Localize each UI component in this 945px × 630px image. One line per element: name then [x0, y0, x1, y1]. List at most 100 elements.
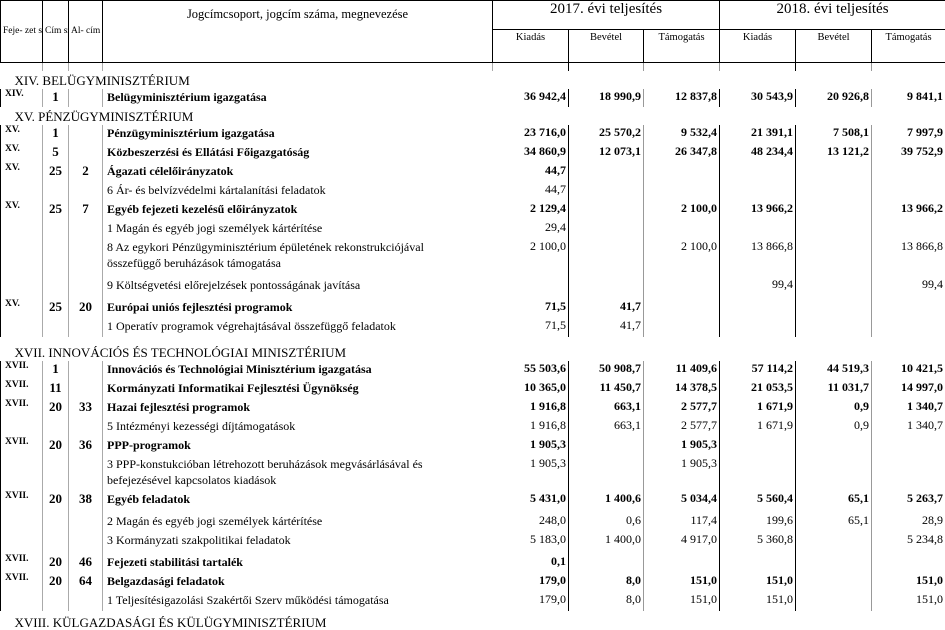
table-row: XVII. 20 64 Belgazdasági feladatok 179,0 8,0 1…	[0, 572, 945, 592]
item-name: 5 Intézményi kezességi díjtámogatások	[107, 418, 296, 433]
value-cell: 10 421,5	[871, 360, 945, 380]
table-row: XVII. 20 33 Hazai fejlesztési programok 1 91…	[0, 398, 945, 418]
cim-cell	[42, 417, 69, 437]
value-cell: 9 841,1	[871, 88, 945, 107]
value-cell: 151,0	[871, 591, 945, 611]
alcim-cell: 46	[68, 553, 103, 573]
table-row: XVII. 20 46 Fejezeti stabilitási tartalék 0,…	[0, 553, 945, 573]
value-cell: 13 966,2	[871, 200, 945, 220]
value-cell: 199,6	[719, 512, 797, 532]
value-cell	[568, 455, 644, 491]
value-cell: 36 942,4	[492, 88, 569, 107]
item-name: Egyéb feladatok	[107, 491, 191, 506]
fejezet-cell: XVII.	[0, 553, 43, 573]
header-col: Bevétel	[568, 29, 644, 63]
value-cell: 13 121,2	[795, 143, 873, 163]
value-cell	[643, 553, 721, 573]
table-row: 1 Magán és egyéb jogi személyek kártérít…	[0, 219, 945, 239]
value-cell	[871, 553, 945, 573]
value-cell	[871, 436, 945, 456]
alcim-cell	[68, 219, 103, 239]
table-row: XVII. 20 36 PPP-programok 1 905,3 1 905,3	[0, 436, 945, 456]
cim-cell: 20	[42, 398, 69, 418]
value-cell	[568, 276, 644, 299]
table-row: XV. 25 7 Egyéb fejezeti kezelésű előirányza…	[0, 200, 945, 220]
value-cell: 11 031,7	[795, 379, 873, 399]
fejezet-cell: XVII.	[0, 572, 43, 592]
header-year-2018: 2018. évi teljesítés	[719, 0, 945, 30]
value-cell: 179,0	[492, 572, 569, 592]
header-col: Támogatás	[871, 29, 945, 63]
cim-cell: 20	[42, 572, 69, 592]
item-name: 1 Teljesítésigazolási Szakértői Szerv mű…	[107, 592, 389, 607]
cim-cell: 20	[42, 490, 69, 513]
value-cell	[643, 317, 721, 337]
item-name: PPP-programok	[107, 437, 191, 452]
table-row: XVII. 11 Kormányzati Informatikai Fejleszt…	[0, 379, 945, 399]
value-cell: 29,4	[492, 219, 569, 239]
alcim-cell	[68, 143, 103, 163]
alcim-cell	[68, 455, 103, 491]
value-cell	[795, 162, 873, 182]
value-cell: 4 917,0	[643, 531, 721, 554]
value-cell: 2 129,4	[492, 200, 569, 220]
cim-cell	[42, 591, 69, 611]
item-name: Kormányzati Informatikai Fejlesztési Ügy…	[107, 380, 359, 395]
alcim-cell	[68, 317, 103, 337]
table-row: 1 Teljesítésigazolási Szakértői Szerv mű…	[0, 591, 945, 611]
value-cell: 151,0	[719, 591, 797, 611]
table-row: XVII. 20 38 Egyéb feladatok 5 431,0 1 400,6 5 …	[0, 490, 945, 513]
item-name: 3 PPP-konstukcióban létrehozott beruházá…	[107, 456, 423, 487]
cim-cell	[42, 455, 69, 491]
value-cell: 41,7	[568, 298, 644, 318]
value-cell: 23 716,0	[492, 124, 569, 144]
fejezet-cell	[0, 317, 43, 337]
value-cell	[795, 298, 873, 318]
item-name: 1 Magán és egyéb jogi személyek kártérít…	[107, 220, 323, 235]
value-cell: 1 400,6	[568, 490, 644, 513]
value-cell: 0,1	[492, 553, 569, 573]
fejezet-cell: XVII.	[0, 360, 43, 380]
value-cell: 1 905,3	[643, 436, 721, 456]
item-name: 3 Kormányzati szakpolitikai feladatok	[107, 532, 291, 547]
value-cell: 20 926,8	[795, 88, 873, 107]
item-name: 6 Ár- és belvízvédelmi kártalanítási fel…	[107, 182, 326, 197]
value-cell: 1 905,3	[492, 436, 569, 456]
alcim-cell	[68, 360, 103, 380]
header-col: Kiadás	[492, 29, 569, 63]
value-cell	[643, 298, 721, 318]
value-cell: 99,4	[719, 276, 797, 299]
value-cell	[795, 238, 873, 277]
value-cell: 2 100,0	[643, 238, 721, 277]
fejezet-cell: XV.	[0, 200, 43, 220]
value-cell: 39 752,9	[871, 143, 945, 163]
value-cell: 7 997,9	[871, 124, 945, 144]
value-cell: 28,9	[871, 512, 945, 532]
value-cell: 0,9	[795, 417, 873, 437]
value-cell: 21 053,5	[719, 379, 797, 399]
value-cell	[795, 572, 873, 592]
value-cell	[795, 553, 873, 573]
table-row: XIV. 1 Belügyminisztérium igazgatása 36 942…	[0, 88, 945, 107]
table-row: XV. 1 Pénzügyminisztérium igazgatása 23 716…	[0, 124, 945, 144]
fejezet-cell: XVII.	[0, 398, 43, 418]
alcim-cell	[68, 512, 103, 532]
value-cell: 8,0	[568, 572, 644, 592]
value-cell	[568, 219, 644, 239]
item-name: Innovációs és Technológiai Minisztérium …	[107, 361, 372, 376]
value-cell	[871, 298, 945, 318]
alcim-cell	[68, 88, 103, 107]
value-cell: 0,6	[568, 512, 644, 532]
value-cell: 30 543,9	[719, 88, 797, 107]
value-cell	[568, 436, 644, 456]
value-cell: 7 508,1	[795, 124, 873, 144]
alcim-cell	[68, 531, 103, 554]
table-row: 5 Intézményi kezességi díjtámogatások 1 9…	[0, 417, 945, 437]
value-cell	[795, 317, 873, 337]
value-cell: 65,1	[795, 512, 873, 532]
value-cell	[643, 181, 721, 201]
item-name: 8 Az egykori Pénzügyminisztérium épületé…	[107, 239, 424, 270]
value-cell: 151,0	[871, 572, 945, 592]
table-row: XV. 25 2 Ágazati célelőirányzatok 44,7	[0, 162, 945, 182]
